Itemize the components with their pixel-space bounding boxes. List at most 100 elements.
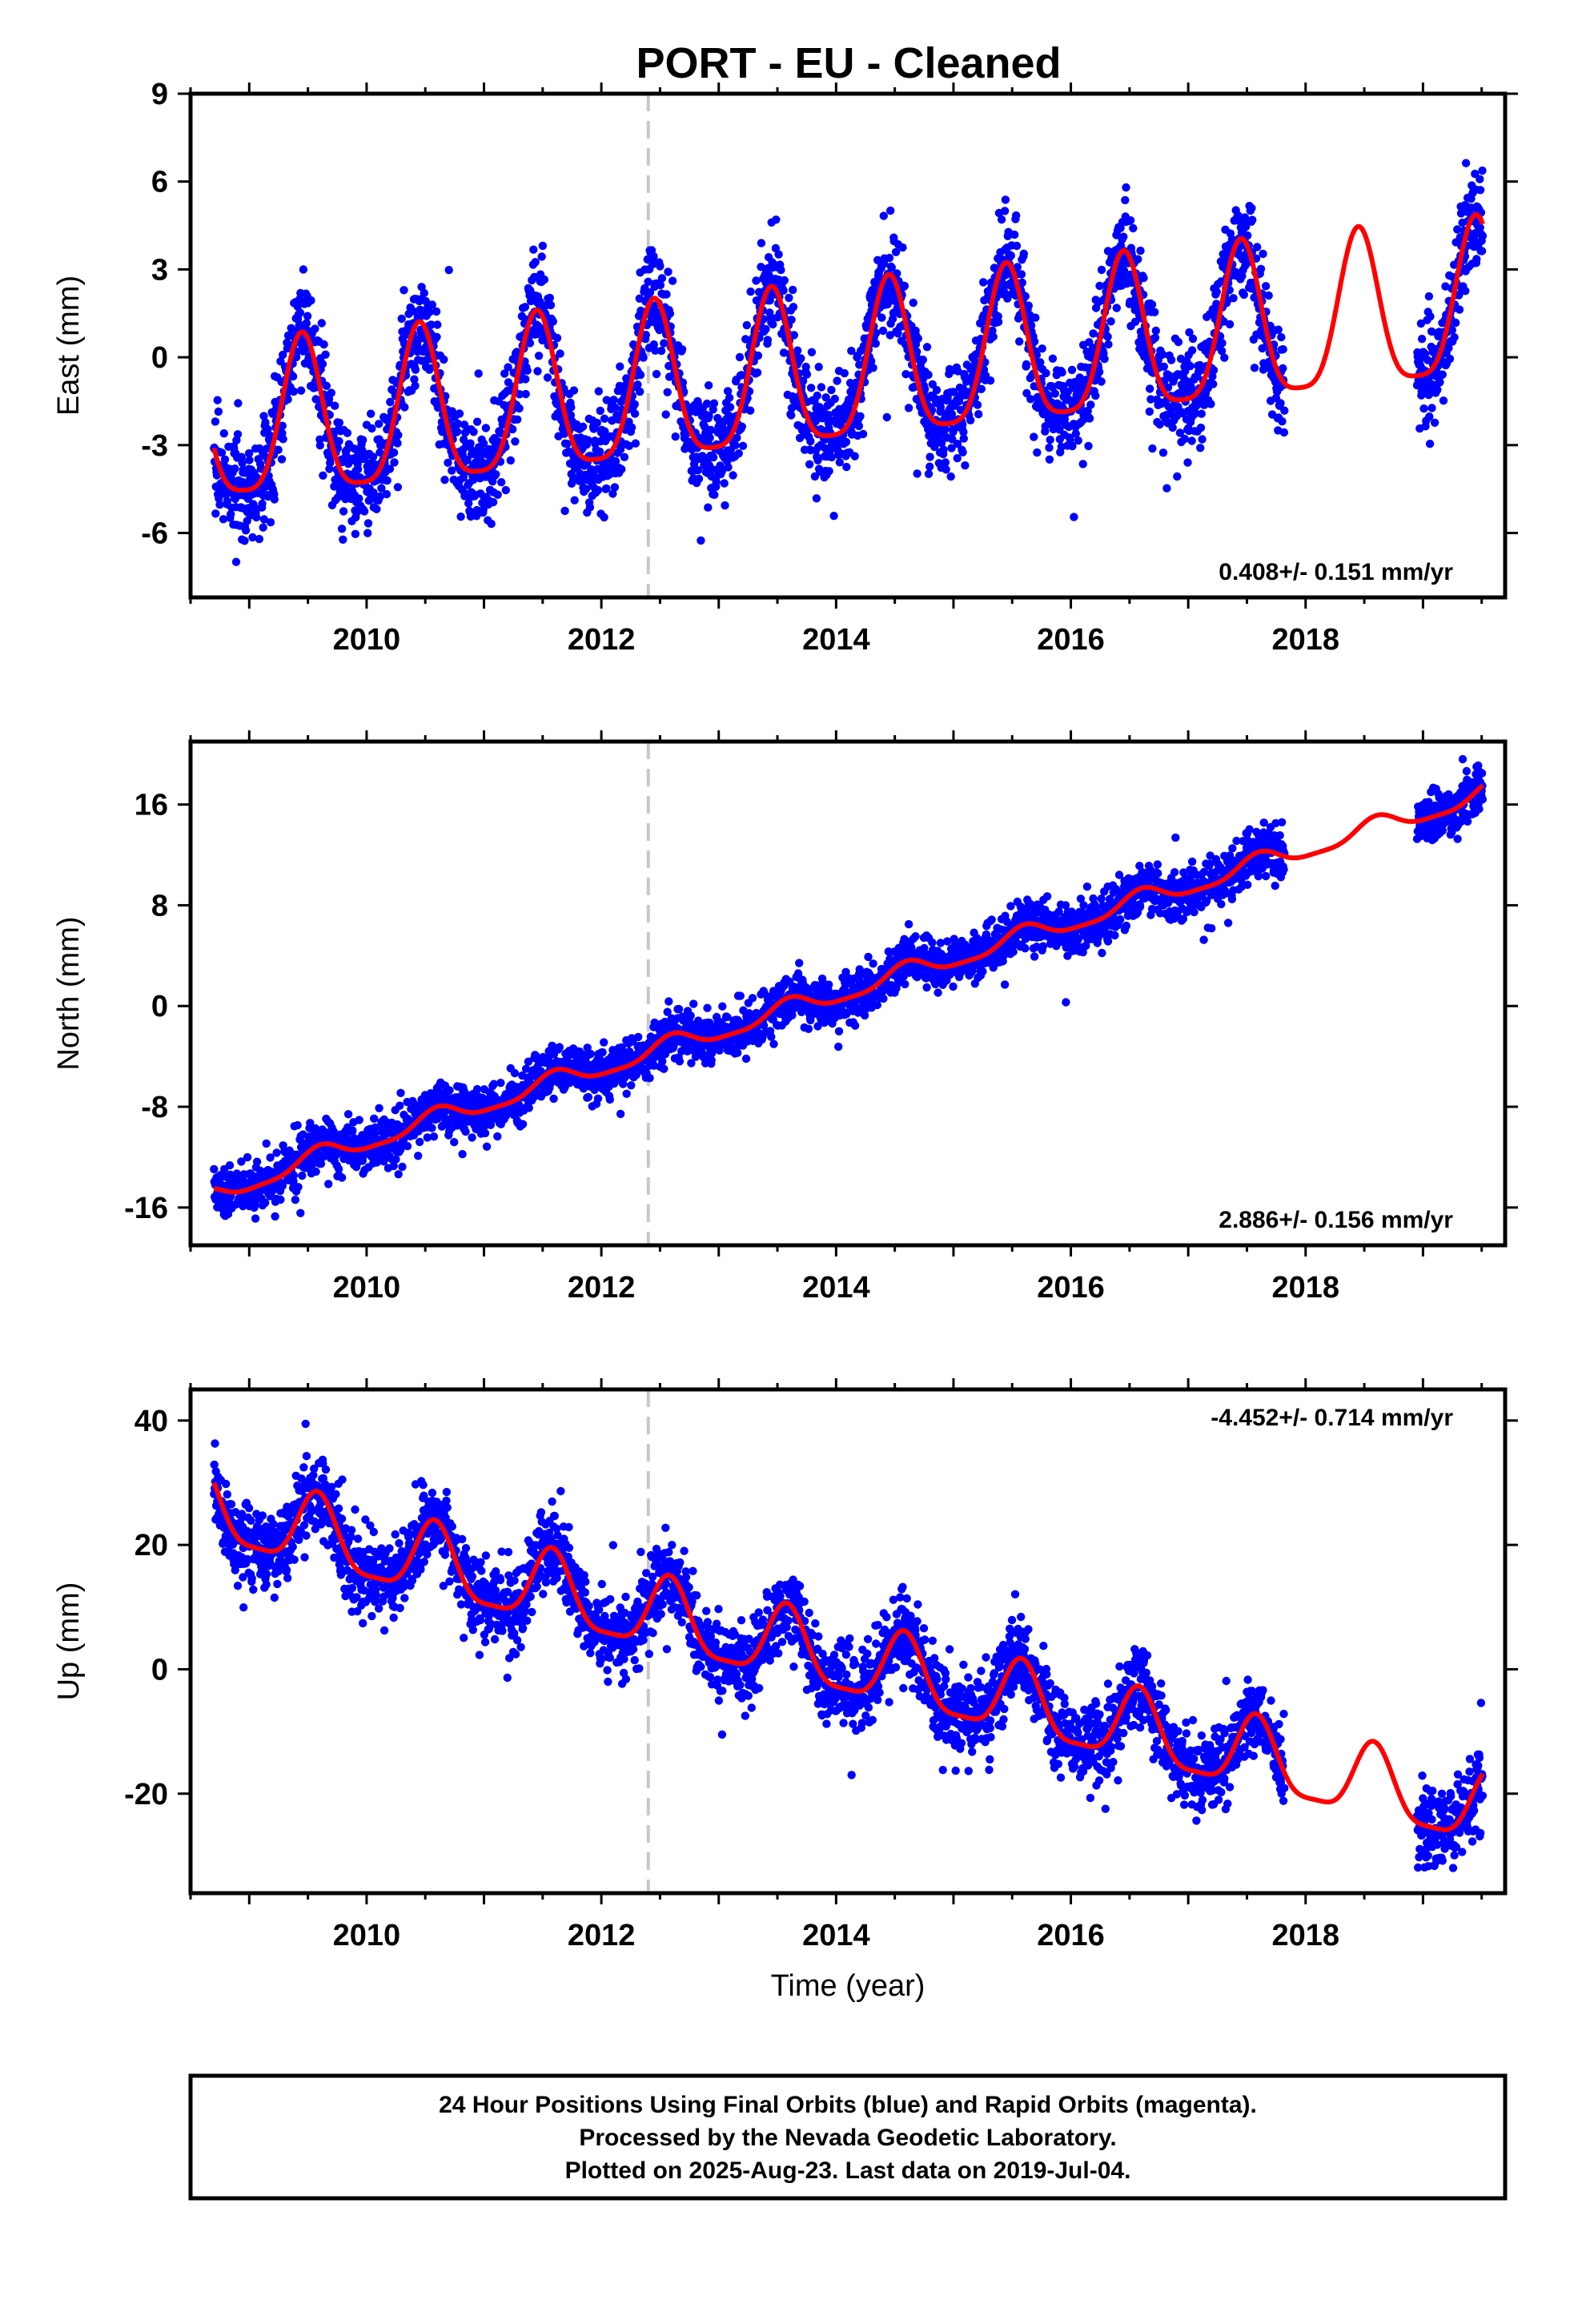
- north-data-point: [428, 1124, 436, 1132]
- east-data-point: [331, 401, 339, 410]
- north-data-point: [549, 1094, 558, 1104]
- east-data-point: [1256, 264, 1266, 273]
- east-data-point: [1250, 364, 1259, 372]
- east-data-point: [871, 339, 881, 348]
- east-data-point: [552, 333, 562, 343]
- east-data-point: [433, 320, 442, 329]
- east-data-point: [677, 345, 687, 354]
- east-y-tick-label: -6: [141, 517, 168, 551]
- east-data-point: [1276, 399, 1285, 408]
- east-data-point: [777, 265, 785, 275]
- east-x-tick-label: 2016: [1037, 623, 1105, 657]
- east-data-point: [639, 353, 648, 362]
- east-data-point: [411, 365, 420, 374]
- east-data-point: [299, 265, 308, 274]
- north-data-point: [733, 1048, 742, 1057]
- east-data-point: [581, 485, 591, 493]
- east-data-point: [444, 266, 453, 275]
- east-data-point: [1086, 400, 1095, 409]
- east-data-point: [355, 473, 364, 482]
- east-data-point: [926, 452, 934, 461]
- east-data-point: [511, 437, 520, 446]
- north-data-point: [645, 1074, 654, 1083]
- east-data-point: [375, 420, 383, 428]
- east-data-point: [448, 466, 456, 475]
- east-data-point: [827, 452, 837, 462]
- east-data-point: [693, 466, 702, 475]
- east-data-point: [506, 456, 515, 465]
- east-data-point: [977, 384, 986, 393]
- east-data-point: [1012, 241, 1022, 251]
- north-data-point: [622, 1089, 631, 1099]
- east-data-point: [1019, 249, 1029, 258]
- east-data-point: [1006, 251, 1016, 260]
- east-data-point: [444, 458, 452, 467]
- east-data-point: [705, 433, 714, 442]
- east-data-point: [798, 376, 808, 385]
- east-data-point: [641, 331, 650, 340]
- east-data-point: [1248, 215, 1257, 224]
- east-data-point: [219, 515, 228, 524]
- east-data-point: [704, 503, 713, 512]
- east-data-point: [463, 456, 472, 464]
- east-data-point: [1022, 360, 1031, 369]
- east-data-point: [1067, 365, 1077, 375]
- east-data-point: [1419, 404, 1428, 413]
- east-data-point: [289, 387, 299, 396]
- east-data-point: [1183, 458, 1192, 467]
- east-data-point: [1134, 255, 1142, 263]
- east-data-point: [270, 495, 279, 504]
- north-data-point: [480, 1128, 490, 1138]
- east-data-point: [630, 400, 639, 408]
- east-data-point: [901, 370, 910, 379]
- east-data-point: [974, 410, 983, 419]
- east-data-point: [746, 287, 755, 296]
- north-data-point: [210, 1164, 219, 1174]
- east-data-point: [1017, 270, 1026, 279]
- east-data-point: [233, 430, 243, 439]
- east-data-point: [238, 458, 247, 468]
- east-data-point: [213, 396, 222, 404]
- east-data-point: [521, 389, 530, 399]
- east-data-point: [343, 428, 352, 437]
- east-data-point: [757, 239, 766, 247]
- east-data-point: [432, 307, 441, 316]
- east-data-point: [806, 436, 815, 446]
- east-data-point: [367, 409, 375, 418]
- east-data-point: [389, 448, 399, 457]
- north-data-point: [450, 1138, 459, 1147]
- east-y-axis-label: East (mm): [52, 275, 86, 416]
- east-data-point: [871, 281, 880, 291]
- east-data-point: [493, 490, 502, 499]
- north-data-point: [555, 1043, 564, 1051]
- east-data-point: [610, 483, 620, 492]
- east-data-point: [893, 269, 901, 278]
- east-data-point: [274, 445, 283, 454]
- east-data-point: [1097, 377, 1106, 386]
- east-data-point: [893, 329, 902, 338]
- north-data-point: [391, 1155, 400, 1164]
- east-data-point: [592, 418, 601, 428]
- east-data-point: [737, 422, 746, 431]
- east-data-point: [734, 449, 743, 458]
- east-data-point: [245, 456, 254, 464]
- east-data-point: [1259, 249, 1267, 259]
- east-data-point: [255, 534, 264, 544]
- east-data-point: [616, 362, 624, 371]
- east-data-point: [1058, 368, 1066, 377]
- east-data-point: [763, 336, 773, 344]
- east-data-point: [704, 381, 713, 390]
- east-data-point: [1478, 166, 1487, 175]
- east-data-point: [723, 387, 733, 396]
- east-data-point: [656, 280, 665, 290]
- east-data-point: [355, 494, 363, 503]
- east-data-point: [1012, 211, 1021, 220]
- east-data-point: [620, 452, 629, 461]
- north-data-point: [634, 1032, 643, 1042]
- north-data-point: [414, 1152, 423, 1160]
- east-data-point: [719, 424, 729, 433]
- east-data-point: [830, 394, 840, 404]
- east-data-point: [217, 448, 227, 457]
